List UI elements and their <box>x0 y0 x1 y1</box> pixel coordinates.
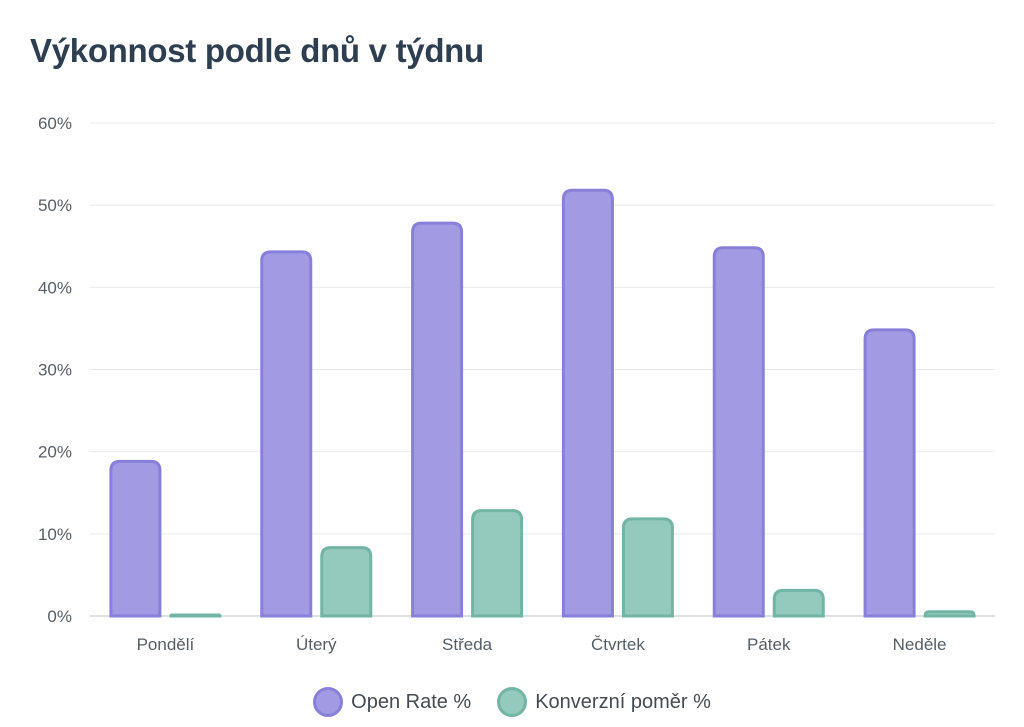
grid-lines <box>90 122 995 617</box>
bar-conversion-2[interactable] <box>471 509 524 618</box>
x-tick-label: Neděle <box>893 635 947 654</box>
y-tick-label: 20% <box>38 443 72 462</box>
bars <box>109 188 976 618</box>
bar-open-rate-2[interactable] <box>411 221 464 618</box>
x-tick-label: Čtvrtek <box>591 635 645 654</box>
legend-item-open-rate[interactable]: Open Rate % <box>313 687 471 717</box>
y-tick-label: 10% <box>38 525 72 544</box>
y-tick-label: 50% <box>38 196 72 215</box>
chart-title: Výkonnost podle dnů v týdnu <box>30 32 484 69</box>
bar-conversion-5[interactable] <box>923 610 976 618</box>
legend-swatch-conversion <box>497 687 528 717</box>
legend-label-open-rate: Open Rate % <box>351 690 472 713</box>
bar-open-rate-5[interactable] <box>863 328 916 618</box>
y-tick-label: 40% <box>38 278 72 297</box>
bar-open-rate-0[interactable] <box>109 459 162 618</box>
y-axis-ticks: 0% 10% 20% 30% 40% 50% 60% <box>38 114 72 626</box>
y-tick-label: 30% <box>38 361 72 380</box>
y-tick-label: 0% <box>47 607 72 626</box>
bar-conversion-4[interactable] <box>772 588 825 618</box>
legend-item-conversion[interactable]: Konverzní poměr % <box>497 687 711 717</box>
bar-open-rate-1[interactable] <box>260 250 313 618</box>
bar-conversion-1[interactable] <box>320 546 373 618</box>
legend-label-conversion: Konverzní poměr % <box>535 690 711 713</box>
legend: Open Rate % Konverzní poměr % <box>0 684 1024 720</box>
bar-open-rate-3[interactable] <box>561 188 614 618</box>
bar-conversion-3[interactable] <box>621 517 674 618</box>
x-tick-label: Pátek <box>747 635 791 654</box>
x-tick-label: Pondělí <box>137 635 195 654</box>
y-tick-label: 60% <box>38 114 72 133</box>
bar-conversion-0[interactable] <box>169 613 222 618</box>
x-axis-ticks: Pondělí Úterý Středa Čtvrtek Pátek Neděle <box>137 635 947 654</box>
x-tick-label: Středa <box>442 635 493 654</box>
legend-swatch-open-rate <box>313 687 344 717</box>
bar-open-rate-4[interactable] <box>712 246 765 618</box>
x-tick-label: Úterý <box>296 635 337 654</box>
